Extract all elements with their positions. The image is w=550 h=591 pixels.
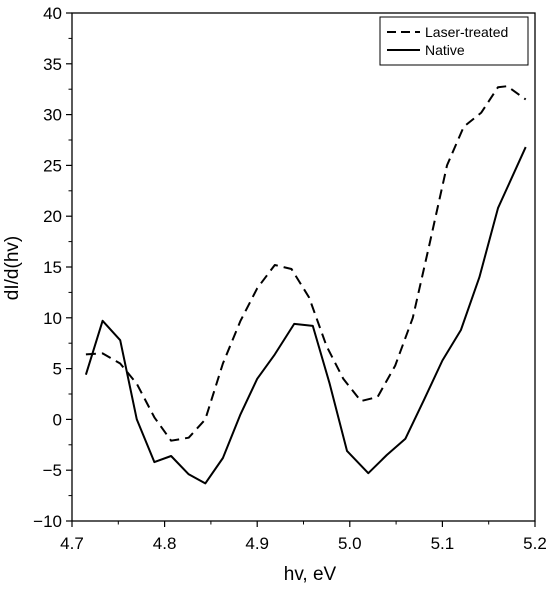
- series-line-laser-treated: [85, 85, 527, 442]
- series-line-native: [84, 146, 527, 485]
- x-tick-label: 4.8: [153, 534, 177, 553]
- y-tick-label: 10: [43, 309, 62, 328]
- y-tick-label: 25: [43, 156, 62, 175]
- y-tick-label: 20: [43, 207, 62, 226]
- x-tick-label: 5.2: [523, 534, 547, 553]
- y-axis-title: dI/d(hv): [2, 236, 23, 300]
- y-tick-label: 40: [43, 4, 62, 23]
- legend-box: [379, 16, 529, 66]
- y-tick-label: 15: [43, 258, 62, 277]
- y-tick-label: 30: [43, 106, 62, 125]
- x-tick-label: 5.1: [431, 534, 455, 553]
- y-tick-label: −5: [43, 461, 62, 480]
- series-layer: [84, 85, 527, 485]
- y-tick-label: 5: [53, 360, 62, 379]
- y-tick-label: 0: [53, 410, 62, 429]
- x-tick-label: 5.0: [338, 534, 362, 553]
- legend: Laser-treated Native: [379, 16, 529, 66]
- legend-label-laser-treated: Laser-treated: [425, 24, 508, 40]
- y-tick-label: −10: [33, 512, 62, 531]
- x-tick-label: 4.9: [245, 534, 269, 553]
- y-tick-label: 35: [43, 55, 62, 74]
- x-axis: 4.7 4.8 4.9 5.0 5.1 5.2: [60, 521, 547, 553]
- x-axis-title: hv, eV: [284, 564, 337, 585]
- legend-label-native: Native: [425, 42, 465, 58]
- x-tick-label: 4.7: [60, 534, 84, 553]
- y-axis: −10 −5 0 5 10 15 20 25 30 35 40: [33, 4, 72, 531]
